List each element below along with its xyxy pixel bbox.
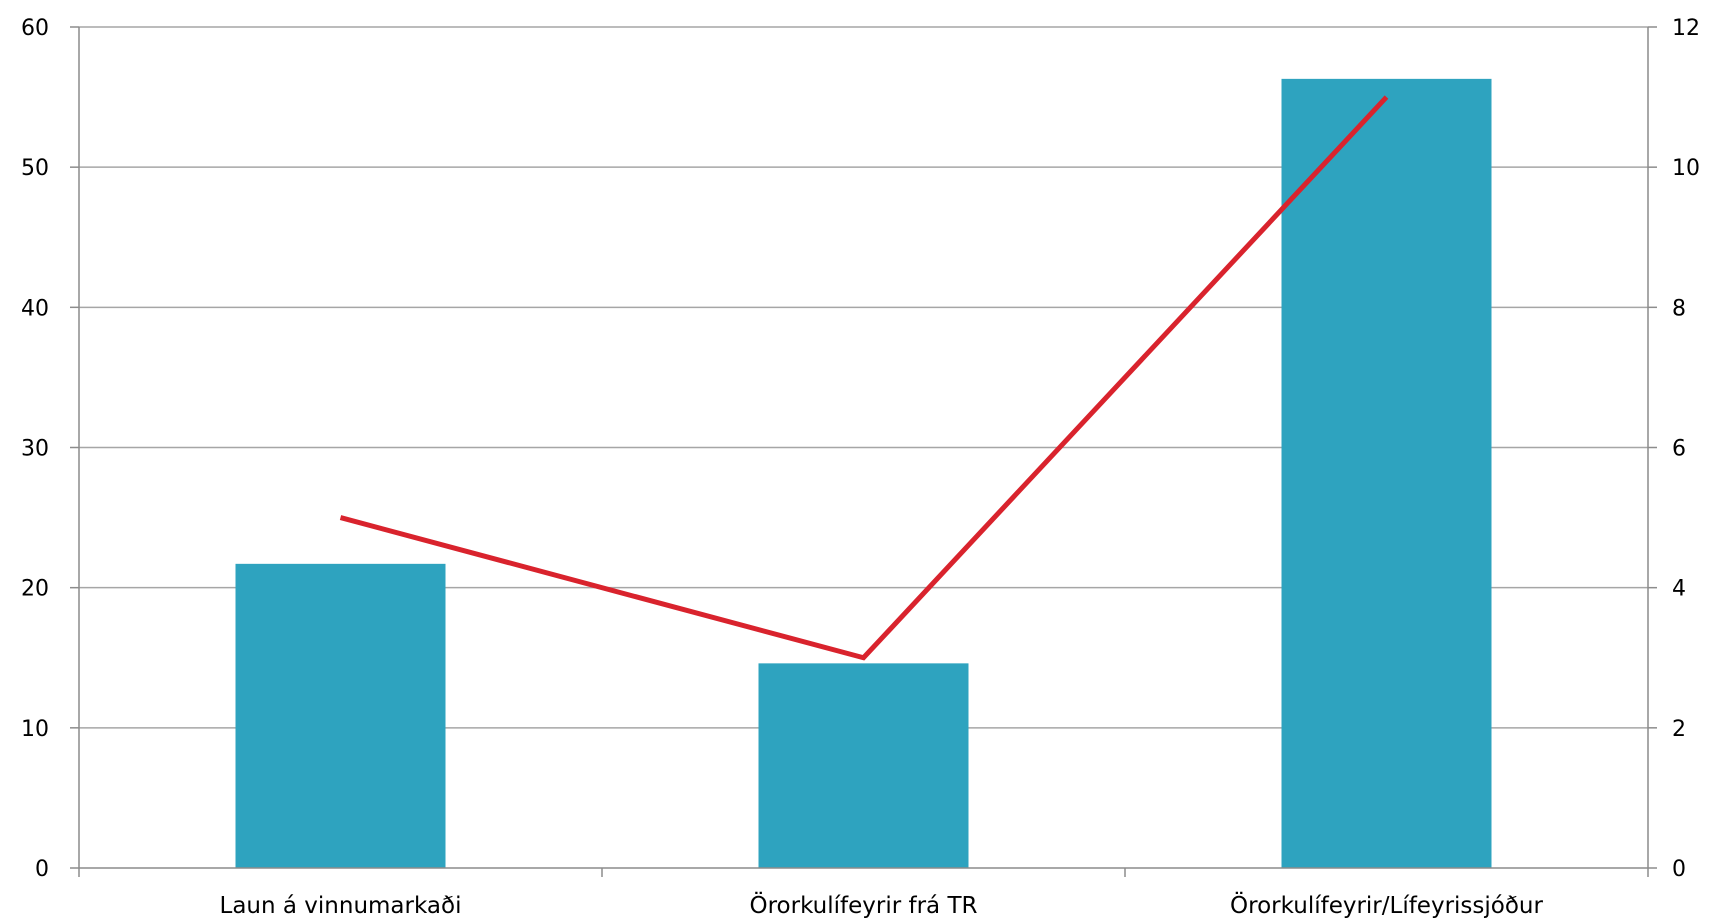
x-category-label: Örorkulífeyrir frá TR — [749, 891, 977, 919]
x-category-label: Laun á vinnumarkaði — [220, 893, 462, 919]
bar-series — [235, 78, 1492, 868]
right-y-tick-label: 12 — [1672, 16, 1700, 41]
right-y-tick-label: 2 — [1672, 717, 1686, 742]
bar — [235, 563, 446, 868]
line-series — [339, 95, 1389, 661]
left-y-tick-label: 50 — [21, 156, 49, 181]
left-y-tick-label: 30 — [21, 437, 49, 462]
left-y-tick-label: 60 — [21, 16, 49, 41]
left-y-tick-label: 10 — [21, 717, 49, 742]
left-y-tick-label: 20 — [21, 577, 49, 602]
x-category-label: Örorkulífeyrir/Lífeyrissjóður — [1230, 891, 1543, 919]
axis-labels: 0 10 20 30 40 50 60 0 2 4 6 8 10 12 Laun á vinnumarkað… — [21, 16, 1700, 919]
bar — [1281, 78, 1492, 868]
left-y-tick-label: 0 — [35, 857, 49, 882]
bar — [758, 663, 969, 868]
right-y-tick-label: 6 — [1672, 437, 1686, 462]
left-y-tick-label: 40 — [21, 296, 49, 321]
series-line — [339, 95, 1389, 661]
right-y-tick-label: 8 — [1672, 296, 1686, 321]
right-y-tick-label: 0 — [1672, 857, 1686, 882]
right-y-tick-label: 10 — [1672, 156, 1700, 181]
axes — [70, 26, 1657, 877]
right-y-tick-label: 4 — [1672, 577, 1686, 602]
